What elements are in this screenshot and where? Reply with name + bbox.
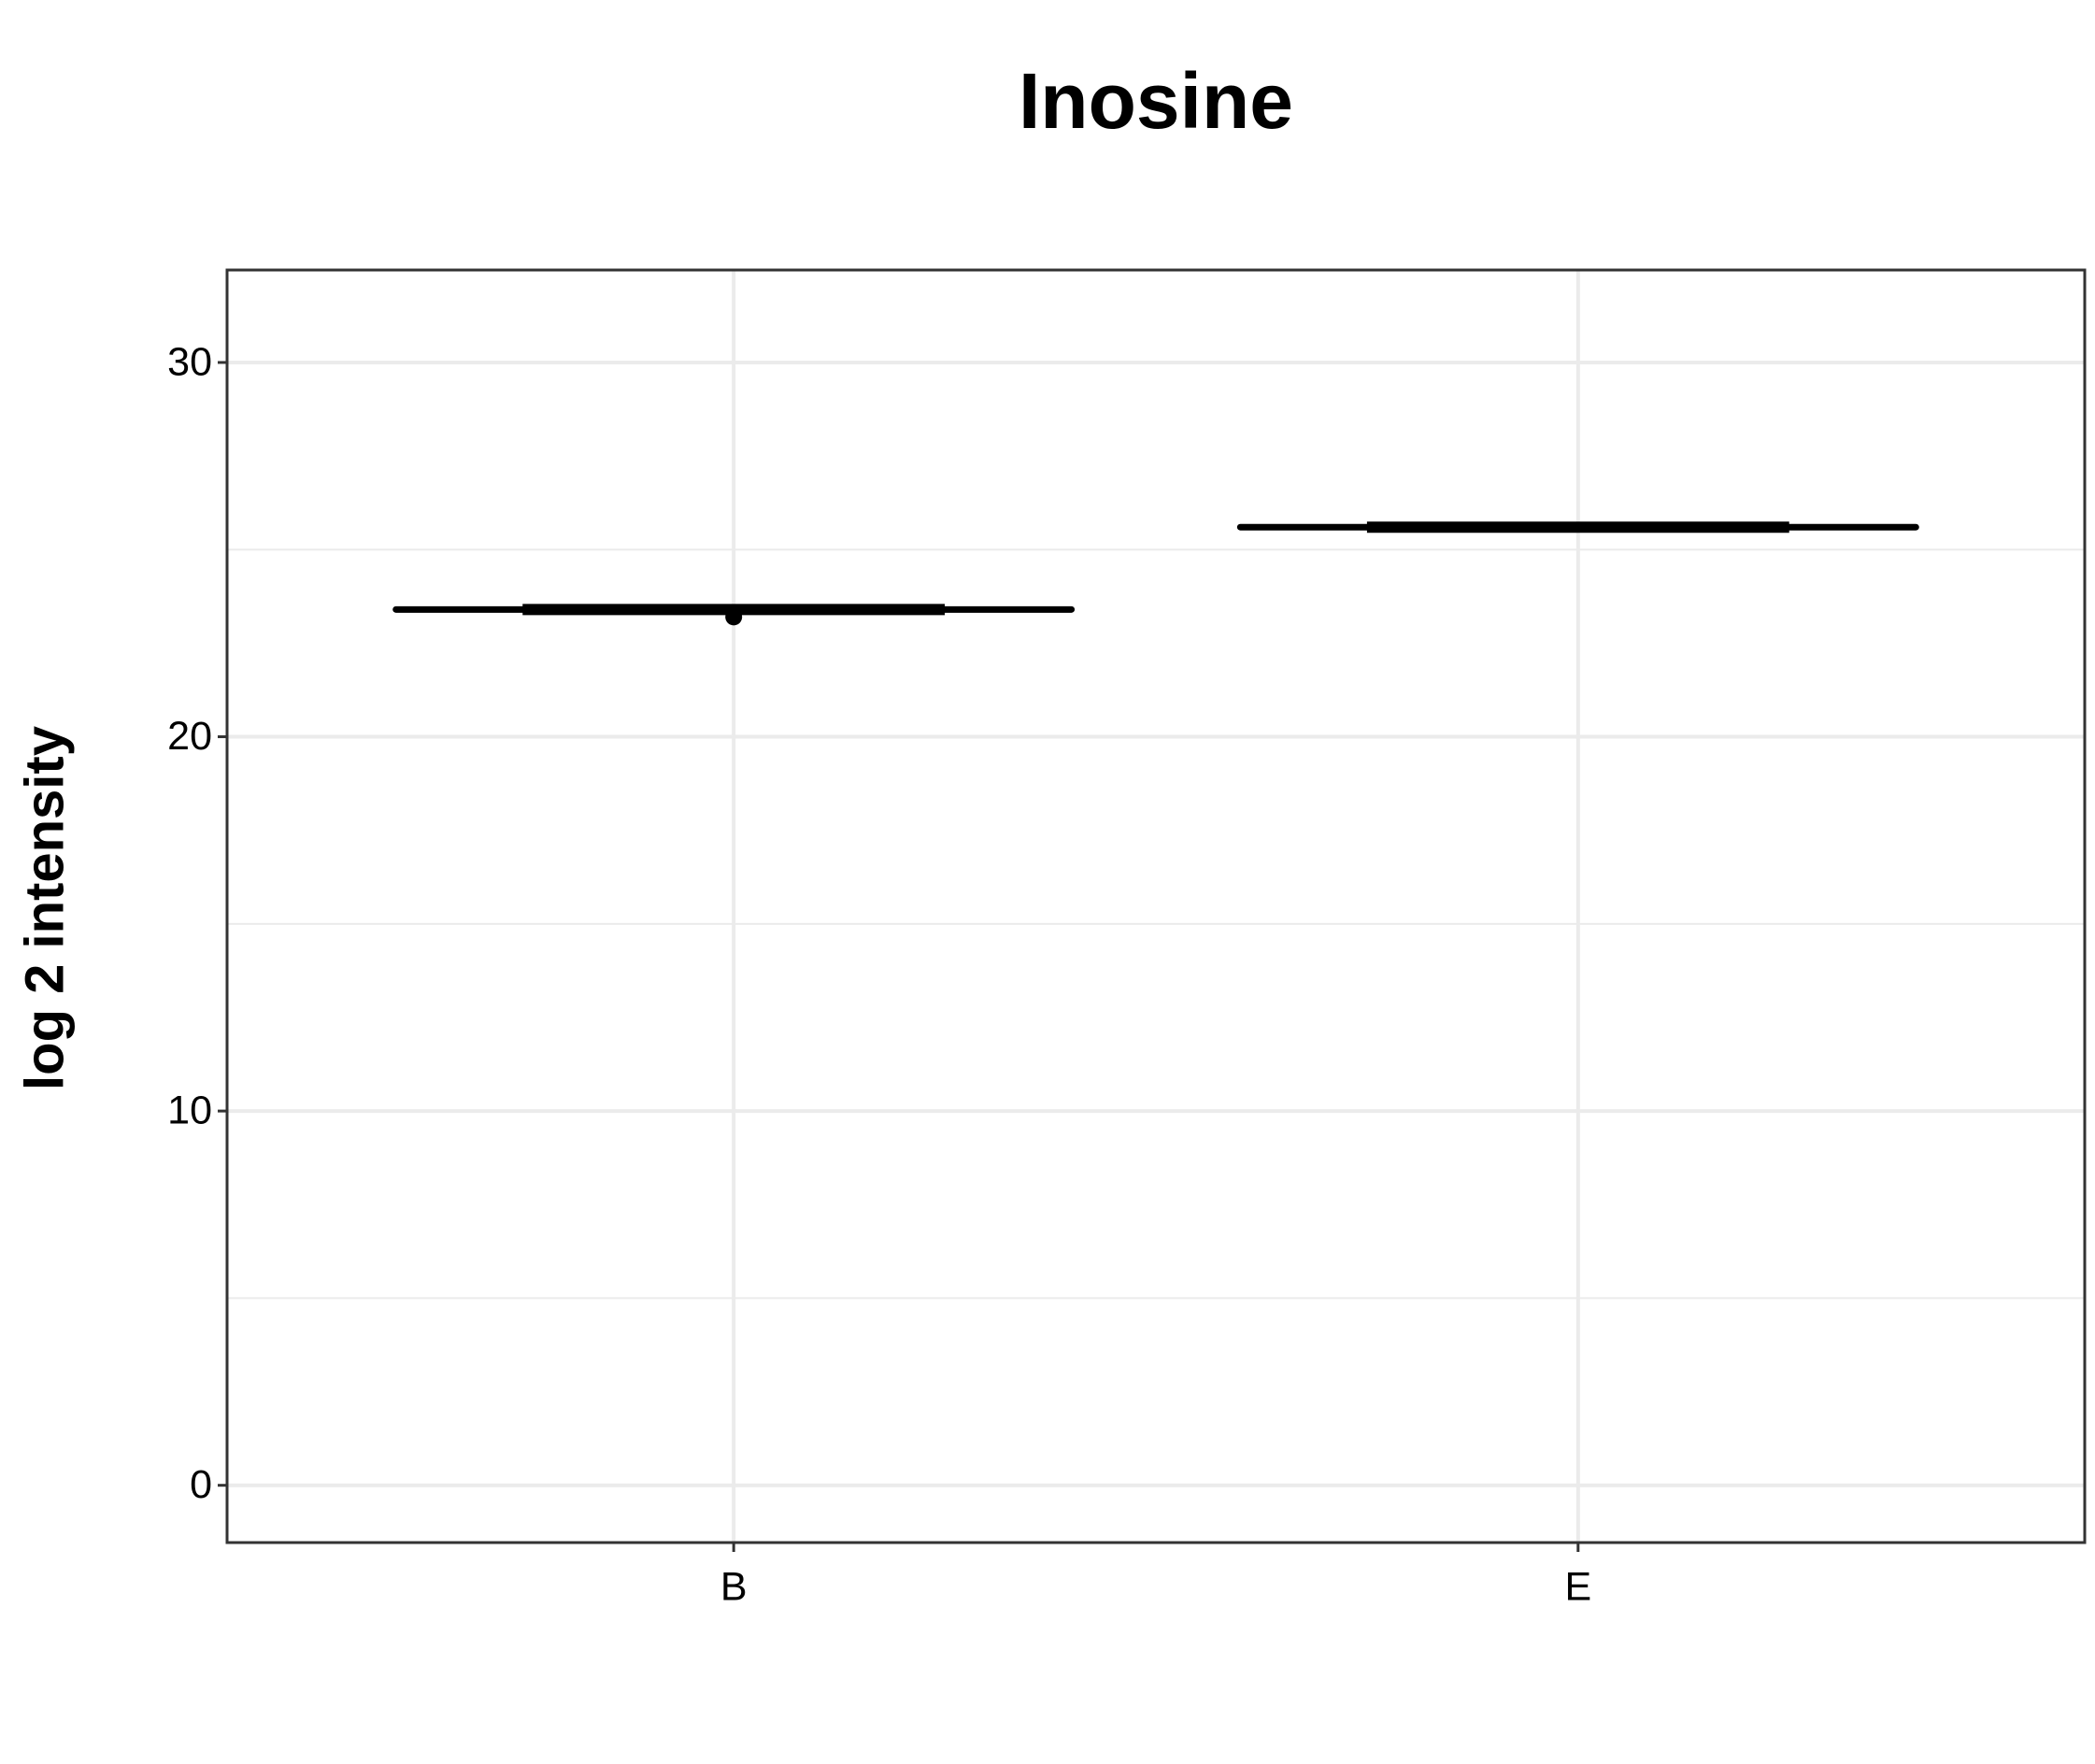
y-axis-label: log 2 intensity: [14, 726, 75, 1090]
x-tick-label: B: [720, 1564, 748, 1609]
y-tick-label: 0: [190, 1462, 212, 1507]
y-tick-label: 20: [167, 714, 212, 759]
x-tick-label: E: [1564, 1564, 1591, 1609]
y-tick-label: 30: [167, 339, 212, 384]
panel-border: [225, 268, 2087, 1544]
chart-title: Inosine: [1019, 57, 1293, 145]
y-tick-label: 10: [167, 1088, 212, 1132]
point: [725, 608, 743, 626]
